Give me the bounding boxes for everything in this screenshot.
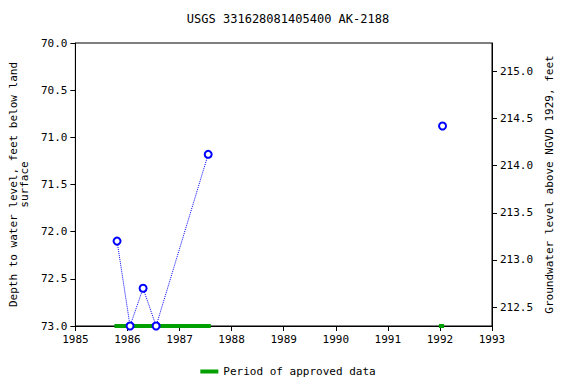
svg-text:72.5: 72.5 (41, 272, 68, 285)
svg-text:215.0: 215.0 (500, 65, 533, 78)
svg-text:213.5: 213.5 (500, 206, 533, 219)
svg-text:1991: 1991 (375, 333, 402, 346)
svg-text:1985: 1985 (62, 333, 89, 346)
svg-text:73.0: 73.0 (41, 320, 68, 333)
svg-text:70.0: 70.0 (41, 37, 68, 50)
svg-text:213.0: 213.0 (500, 253, 533, 266)
svg-text:1990: 1990 (323, 333, 350, 346)
svg-text:1988: 1988 (218, 333, 245, 346)
svg-text:212.5: 212.5 (500, 301, 533, 314)
svg-text:71.0: 71.0 (41, 131, 68, 144)
svg-text:Period of approved data: Period of approved data (223, 365, 375, 378)
svg-text:1989: 1989 (270, 333, 297, 346)
svg-text:214.5: 214.5 (500, 112, 533, 125)
svg-text:71.5: 71.5 (41, 178, 68, 191)
svg-text:70.5: 70.5 (41, 84, 68, 97)
svg-text:72.0: 72.0 (41, 225, 68, 238)
svg-text:Groundwater level above NGVD 1: Groundwater level above NGVD 1929, feet (543, 55, 556, 313)
svg-text:Depth to water level, feet bel: Depth to water level, feet below land (7, 62, 20, 307)
svg-text:1993: 1993 (479, 333, 506, 346)
svg-text:1992: 1992 (427, 333, 454, 346)
svg-text:1987: 1987 (166, 333, 193, 346)
svg-text:214.0: 214.0 (500, 159, 533, 172)
svg-text:1986: 1986 (114, 333, 140, 346)
svg-text:surface: surface (18, 161, 31, 207)
svg-text:USGS 331628081405400 AK-2188: USGS 331628081405400 AK-2188 (187, 12, 389, 26)
